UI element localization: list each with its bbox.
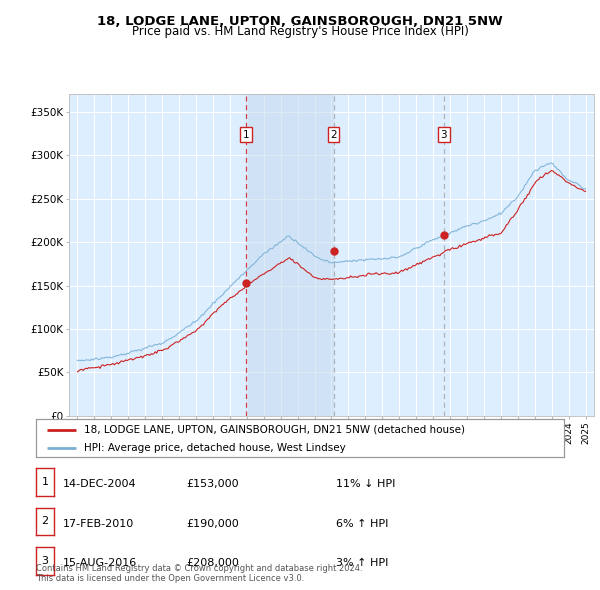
Text: 18, LODGE LANE, UPTON, GAINSBOROUGH, DN21 5NW (detached house): 18, LODGE LANE, UPTON, GAINSBOROUGH, DN2…: [83, 425, 464, 435]
Text: 15-AUG-2016: 15-AUG-2016: [63, 558, 137, 568]
Text: 3% ↑ HPI: 3% ↑ HPI: [336, 558, 388, 568]
Text: 11% ↓ HPI: 11% ↓ HPI: [336, 479, 395, 489]
Text: 18, LODGE LANE, UPTON, GAINSBOROUGH, DN21 5NW: 18, LODGE LANE, UPTON, GAINSBOROUGH, DN2…: [97, 15, 503, 28]
Text: 1: 1: [41, 477, 49, 487]
Text: Contains HM Land Registry data © Crown copyright and database right 2024.
This d: Contains HM Land Registry data © Crown c…: [36, 563, 362, 583]
Text: £190,000: £190,000: [186, 519, 239, 529]
Text: Price paid vs. HM Land Registry's House Price Index (HPI): Price paid vs. HM Land Registry's House …: [131, 25, 469, 38]
Text: £153,000: £153,000: [186, 479, 239, 489]
Text: HPI: Average price, detached house, West Lindsey: HPI: Average price, detached house, West…: [83, 442, 345, 453]
Text: 6% ↑ HPI: 6% ↑ HPI: [336, 519, 388, 529]
Text: 3: 3: [41, 556, 49, 566]
Text: 2: 2: [330, 130, 337, 140]
Text: 1: 1: [243, 130, 250, 140]
Text: 14-DEC-2004: 14-DEC-2004: [63, 479, 137, 489]
Bar: [246, 94, 334, 416]
Text: 2: 2: [41, 516, 49, 526]
Text: £208,000: £208,000: [186, 558, 239, 568]
Text: 3: 3: [440, 130, 447, 140]
Text: 17-FEB-2010: 17-FEB-2010: [63, 519, 134, 529]
